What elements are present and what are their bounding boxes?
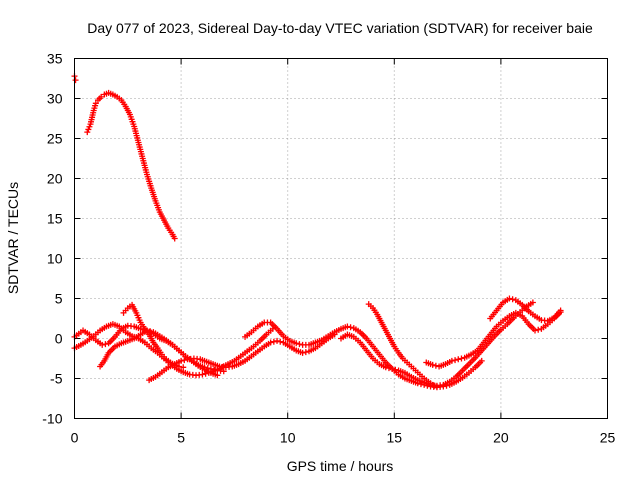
x-tick-label: 5 xyxy=(177,430,185,446)
series-track-9 xyxy=(365,301,440,390)
data-point xyxy=(86,123,93,130)
data-markers xyxy=(71,73,564,391)
data-point xyxy=(84,129,91,136)
y-tick-label: 0 xyxy=(55,331,63,347)
data-point xyxy=(214,372,221,379)
x-axis-label: GPS time / hours xyxy=(287,458,394,474)
data-point xyxy=(178,357,185,364)
data-point xyxy=(137,325,144,332)
series-track-8 xyxy=(338,299,536,389)
data-point xyxy=(220,368,227,375)
x-tick-label: 25 xyxy=(600,430,616,446)
data-point xyxy=(277,338,284,345)
data-point xyxy=(347,324,354,331)
data-point xyxy=(344,323,351,330)
data-point xyxy=(204,365,211,372)
data-point xyxy=(99,341,106,348)
data-point xyxy=(432,362,439,369)
series-track-12 xyxy=(71,322,221,379)
y-tick-labels: -10 -5 0 5 10 15 20 25 30 35 xyxy=(42,51,62,427)
y-tick-label: 5 xyxy=(55,291,63,307)
y-tick-label: 20 xyxy=(47,171,63,187)
x-tick-label: 15 xyxy=(387,430,403,446)
data-point xyxy=(171,235,178,242)
data-point xyxy=(293,340,300,347)
data-point xyxy=(448,357,455,364)
data-point xyxy=(143,327,150,334)
data-point xyxy=(296,341,303,348)
data-point xyxy=(535,326,542,333)
data-point xyxy=(452,357,459,364)
data-point xyxy=(180,364,187,371)
data-point xyxy=(389,365,396,372)
data-point xyxy=(529,299,536,306)
series-track-6 xyxy=(146,331,338,384)
series-track-7 xyxy=(242,319,485,391)
data-point xyxy=(98,93,105,100)
y-tick-label: 10 xyxy=(47,251,63,267)
data-point xyxy=(532,327,539,334)
data-point xyxy=(458,355,465,362)
axis-ticks xyxy=(74,58,608,419)
y-tick-label: -5 xyxy=(50,371,63,387)
plot-frame xyxy=(74,58,608,419)
data-point xyxy=(392,366,399,373)
y-axis-label: SDTVAR / TECUs xyxy=(5,182,21,294)
data-point xyxy=(274,337,281,344)
x-tick-label: 10 xyxy=(280,430,296,446)
chart-title: Day 077 of 2023, Sidereal Day-to-day VTE… xyxy=(87,20,593,36)
series-track-11 xyxy=(487,295,564,324)
data-point xyxy=(211,366,218,373)
series-track-2 xyxy=(84,89,178,242)
data-point xyxy=(506,295,513,302)
data-point xyxy=(102,341,109,348)
data-point xyxy=(302,349,309,356)
data-point xyxy=(557,307,564,314)
data-point xyxy=(181,357,188,364)
data-point xyxy=(202,370,209,377)
grid xyxy=(74,58,608,419)
y-tick-label: 30 xyxy=(47,91,63,107)
y-tick-label: 35 xyxy=(47,51,63,67)
x-tick-label: 20 xyxy=(493,430,509,446)
data-point xyxy=(85,126,92,133)
data-point xyxy=(455,356,462,363)
data-point xyxy=(299,349,306,356)
series-track-3 xyxy=(71,321,276,379)
series-track-1 xyxy=(71,73,79,84)
data-point xyxy=(270,338,277,345)
x-tick-label: 0 xyxy=(71,430,79,446)
data-point xyxy=(199,371,206,378)
series-track-10 xyxy=(423,309,564,370)
y-tick-label: 15 xyxy=(47,211,63,227)
x-tick-labels: 0 5 10 15 20 25 xyxy=(71,430,616,446)
data-point xyxy=(147,328,154,335)
data-point xyxy=(429,361,436,368)
data-point xyxy=(382,364,389,371)
data-point xyxy=(433,383,440,390)
data-point xyxy=(478,357,485,364)
data-point xyxy=(509,296,516,303)
data-point xyxy=(267,339,274,346)
data-point xyxy=(140,326,147,333)
y-tick-label: 25 xyxy=(47,131,63,147)
data-point xyxy=(385,365,392,372)
y-tick-label: -10 xyxy=(42,411,62,427)
data-point xyxy=(72,77,79,84)
data-point xyxy=(92,100,99,107)
